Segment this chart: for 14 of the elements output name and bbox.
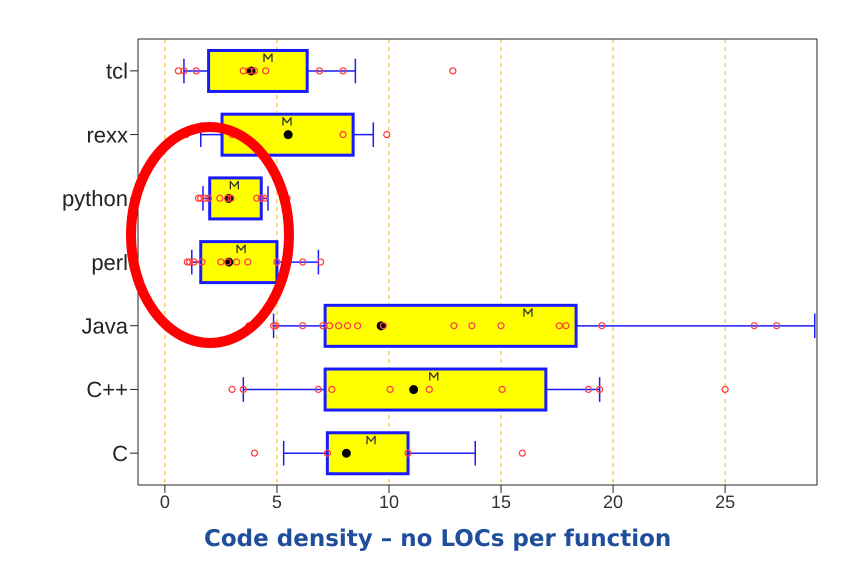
text: Code density – no LOCs per function	[203, 526, 672, 552]
x-tick-label: 15	[491, 492, 512, 512]
y-tick-label: perl	[91, 250, 128, 275]
x-tick-label: 0	[160, 492, 170, 512]
y-tick-label: python	[62, 186, 128, 212]
x-tick-label: 20	[603, 492, 624, 512]
x-tick-label: 10	[378, 492, 399, 512]
y-tick-label: Java	[82, 314, 129, 339]
y-tick-label: rexx	[86, 122, 128, 148]
y-tick-label: C++	[86, 377, 128, 402]
x-tick-label: 5	[272, 492, 282, 512]
x-tick-label: 25	[715, 492, 736, 512]
y-tick-label: tcl	[106, 58, 128, 84]
y-tick-label: C	[112, 440, 128, 466]
